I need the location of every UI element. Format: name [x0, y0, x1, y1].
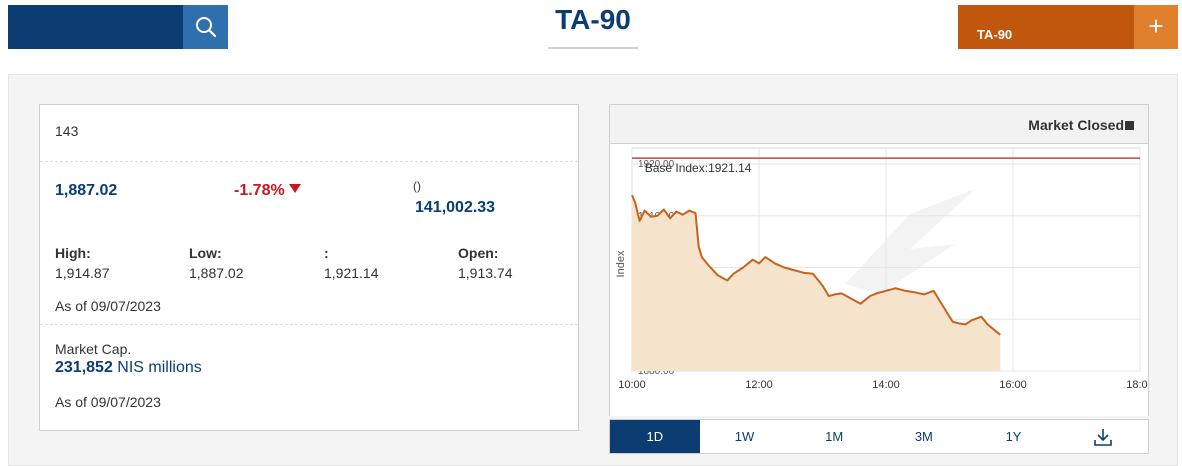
change-percent: -1.78%	[234, 182, 301, 200]
index-selector-label[interactable]: TA-90	[958, 5, 1134, 49]
status-square-icon	[1125, 121, 1134, 130]
stat-label: Low:	[189, 245, 222, 261]
y-tick-label: 1880.00	[638, 366, 675, 377]
market-status-text: Market Closed	[1028, 117, 1124, 133]
stat-high: High: 1,914.87	[55, 245, 110, 281]
index-selector[interactable]: TA-90 +	[958, 5, 1178, 49]
stat-low: Low: 1,887.02	[189, 245, 244, 281]
x-tick-label: 10:00	[618, 379, 646, 391]
market-cap-label: Market Cap.	[55, 341, 132, 357]
chart-container: 1920.001910.001900.001890.001880.0010:00…	[609, 144, 1149, 416]
search-icon	[195, 17, 216, 38]
range-1m-button[interactable]: 1M	[825, 429, 844, 444]
plus-icon: +	[1148, 11, 1164, 41]
stat-value: 1,921.14	[324, 265, 379, 281]
stat-label: High:	[55, 245, 91, 261]
page-title-wrap: TA-90	[548, 2, 638, 49]
market-status: Market Closed	[1028, 117, 1134, 133]
x-tick-label: 18:00	[1126, 379, 1148, 391]
as-of-date: As of 09/07/2023	[40, 292, 578, 325]
stat-base: : 1,921.14	[324, 245, 379, 281]
stat-value: 1,914.87	[55, 265, 110, 281]
range-1d-button[interactable]: 1D	[610, 420, 700, 453]
page-title: TA-90	[555, 4, 631, 35]
chart-header: Market Closed	[609, 104, 1149, 144]
x-tick-label: 16:00	[999, 379, 1027, 391]
range-3m-button[interactable]: 3M	[914, 429, 933, 444]
stats-row: High: 1,914.87 Low: 1,887.02 : 1,921.14 …	[40, 242, 578, 292]
range-1y-button[interactable]: 1Y	[1005, 429, 1022, 444]
base-index-label: Base Index:1921.14	[645, 161, 752, 175]
y-axis-label: Index	[615, 250, 627, 277]
download-icon	[1094, 428, 1112, 446]
market-cap-unit: NIS millions	[117, 359, 202, 376]
card-top-value: 143	[40, 105, 578, 162]
x-tick-label: 14:00	[872, 379, 900, 391]
y-tick-label: 1920.00	[638, 159, 675, 170]
stat-label: Open:	[458, 245, 499, 261]
search-button[interactable]	[183, 5, 228, 49]
index-summary-card: 143 1,887.02 -1.78% () 141,002.33 High: …	[39, 104, 579, 431]
turnover-value: 141,002.33	[415, 199, 496, 216]
search-input[interactable]	[8, 5, 183, 49]
market-cap-value: 231,852	[55, 359, 113, 376]
search-bar	[8, 5, 228, 49]
stat-label: :	[324, 245, 329, 261]
series-line	[631, 194, 1001, 336]
x-tick-label: 12:00	[745, 379, 773, 391]
market-cap-value-row: 231,852 NIS millions	[55, 359, 563, 377]
change-percent-text: -1.78%	[234, 182, 285, 199]
stat-value: 1,913.74	[458, 265, 513, 281]
range-selector: 1D 1W 1M 3M 1Y	[609, 419, 1149, 454]
download-button[interactable]	[1058, 420, 1148, 453]
turnover-label: ()	[413, 179, 421, 193]
down-arrow-icon	[288, 184, 301, 193]
intraday-chart: 1920.001910.001900.001890.001880.0010:00…	[615, 147, 1148, 391]
series-area	[632, 195, 1001, 371]
stat-value: 1,887.02	[189, 265, 244, 281]
value-row: 1,887.02 -1.78% () 141,002.33	[40, 162, 578, 242]
stat-open: Open: 1,913.74	[458, 245, 513, 281]
market-cap: Market Cap. 231,852 NIS millions	[40, 325, 578, 377]
as-of-date-2: As of 09/07/2023	[55, 394, 161, 410]
last-value: 1,887.02	[55, 182, 118, 199]
range-1w-button[interactable]: 1W	[734, 429, 755, 444]
main-panel: 143 1,887.02 -1.78% () 141,002.33 High: …	[8, 74, 1178, 466]
add-index-button[interactable]: +	[1134, 5, 1178, 49]
